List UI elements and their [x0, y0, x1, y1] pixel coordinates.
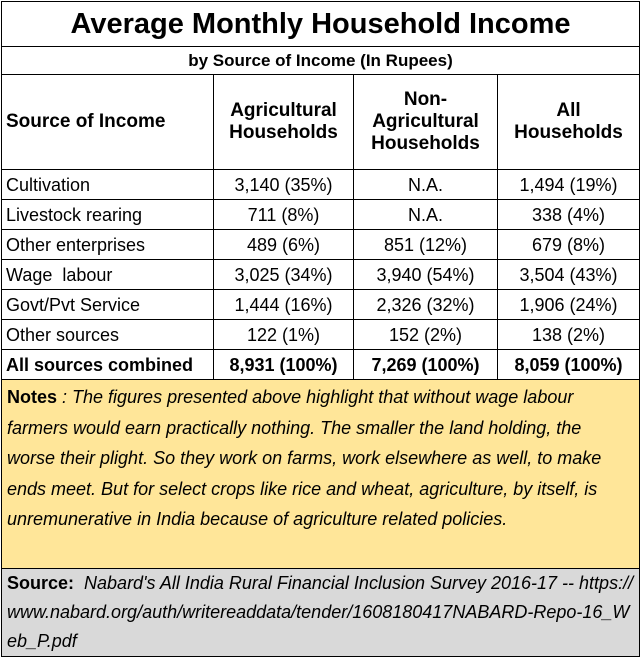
table-row: Govt/Pvt Service 1,444 (16%) 2,326 (32%)… — [1, 289, 640, 320]
source-label: Source: — [7, 573, 75, 593]
row-source: Wage labour — [1, 259, 214, 290]
row-source: Livestock rearing — [1, 199, 214, 230]
row-agri: 1,444 (16%) — [213, 289, 354, 320]
table-row: Cultivation 3,140 (35%) N.A. 1,494 (19%) — [1, 169, 640, 200]
row-source: Cultivation — [1, 169, 214, 200]
notes-label: Notes — [7, 387, 58, 407]
table-row: Other enterprises 489 (6%) 851 (12%) 679… — [1, 229, 640, 260]
row-all: 1,494 (19%) — [497, 169, 640, 200]
row-nonagri: N.A. — [353, 199, 498, 230]
row-agri: 3,025 (34%) — [213, 259, 354, 290]
total-row: All sources combined 8,931 (100%) 7,269 … — [1, 349, 640, 380]
row-nonagri: 851 (12%) — [353, 229, 498, 260]
row-all: 338 (4%) — [497, 199, 640, 230]
total-all: 8,059 (100%) — [497, 349, 640, 380]
row-nonagri: 2,326 (32%) — [353, 289, 498, 320]
table-row: Livestock rearing 711 (8%) N.A. 338 (4%) — [1, 199, 640, 230]
row-nonagri: N.A. — [353, 169, 498, 200]
total-agri: 8,931 (100%) — [213, 349, 354, 380]
header-source: Source of Income — [1, 74, 214, 170]
total-source: All sources combined — [1, 349, 214, 380]
row-agri: 3,140 (35%) — [213, 169, 354, 200]
row-all: 138 (2%) — [497, 319, 640, 350]
source-text: Nabard's All India Rural Financial Inclu… — [7, 573, 634, 651]
table-row: Wage labour 3,025 (34%) 3,940 (54%) 3,50… — [1, 259, 640, 290]
table-row: Other sources 122 (1%) 152 (2%) 138 (2%) — [1, 319, 640, 350]
page-title: Average Monthly Household Income — [1, 1, 640, 47]
row-all: 3,504 (43%) — [497, 259, 640, 290]
row-agri: 489 (6%) — [213, 229, 354, 260]
row-all: 679 (8%) — [497, 229, 640, 260]
notes-text: : The figures presented above highlight … — [7, 387, 602, 529]
row-all: 1,906 (24%) — [497, 289, 640, 320]
source-box: Source: Nabard's All India Rural Financi… — [1, 568, 640, 657]
notes-box: Notes : The figures presented above high… — [1, 379, 640, 569]
row-source: Govt/Pvt Service — [1, 289, 214, 320]
row-nonagri: 152 (2%) — [353, 319, 498, 350]
row-agri: 122 (1%) — [213, 319, 354, 350]
header-all-households: All Households — [497, 74, 640, 170]
header-agricultural: Agricultural Households — [213, 74, 354, 170]
total-nonagri: 7,269 (100%) — [353, 349, 498, 380]
header-row: Source of Income Agricultural Households… — [1, 74, 640, 170]
header-non-agricultural: Non-Agricultural Households — [353, 74, 498, 170]
row-nonagri: 3,940 (54%) — [353, 259, 498, 290]
row-source: Other enterprises — [1, 229, 214, 260]
page-subtitle: by Source of Income (In Rupees) — [1, 46, 640, 75]
row-agri: 711 (8%) — [213, 199, 354, 230]
row-source: Other sources — [1, 319, 214, 350]
